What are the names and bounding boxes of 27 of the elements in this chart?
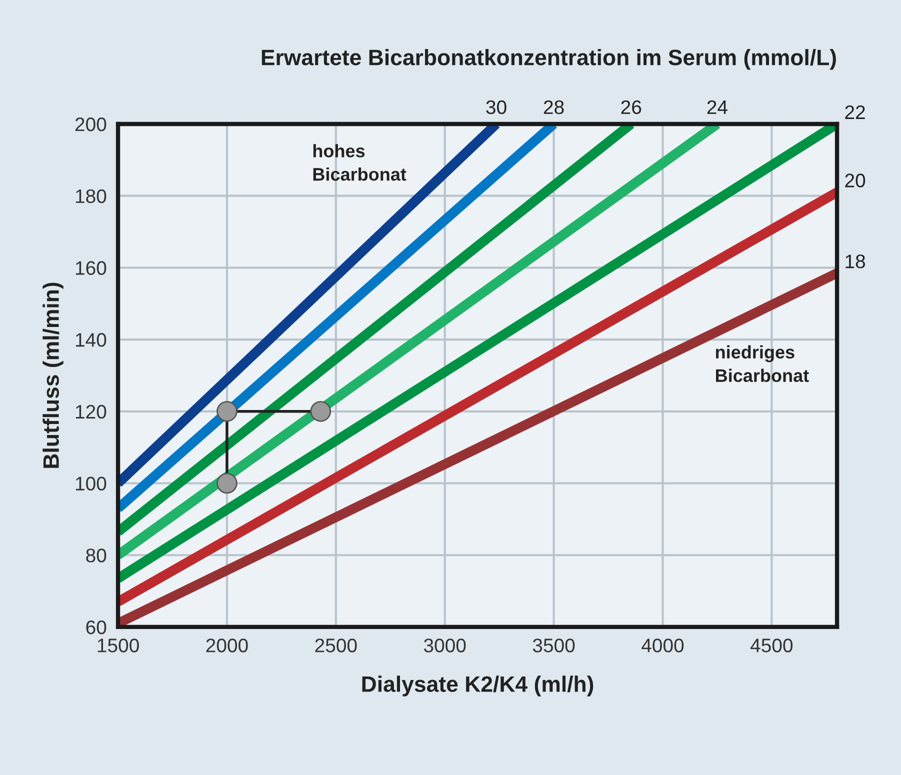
y-tick-label: 60 <box>86 620 106 634</box>
series-label: 24 <box>707 100 728 114</box>
y-tick-label: 160 <box>76 261 106 275</box>
y-tick-label: 180 <box>76 189 106 204</box>
x-tick-label: 4500 <box>750 638 793 652</box>
x-tick-label: 3000 <box>424 638 466 652</box>
y-tick-label: 200 <box>75 117 106 132</box>
y-tick-label: 100 <box>76 476 106 491</box>
x-tick-label: 2500 <box>315 638 357 652</box>
y-tick-label: 80 <box>86 548 106 562</box>
annotation: niedriges Bicarbonat <box>716 345 809 382</box>
x-axis-title: Dialysate K2/K4 (ml/h) <box>362 676 594 696</box>
series-label: 28 <box>544 100 564 114</box>
series-label: 30 <box>486 100 506 114</box>
x-tick-label: 3500 <box>532 638 575 652</box>
series-label: 20 <box>845 174 866 188</box>
series-label: 18 <box>846 254 865 268</box>
y-tick-label: 140 <box>76 333 106 347</box>
x-tick-label: 1500 <box>98 638 139 652</box>
y-tick-label: 120 <box>76 404 106 419</box>
series-label: 22 <box>845 105 865 119</box>
y-axis-title: Blutfluss (ml/min) <box>42 282 64 468</box>
annotation: hohes Bicarbonat <box>313 144 406 181</box>
x-tick-label: 4000 <box>642 638 684 652</box>
series-label: 26 <box>621 100 642 114</box>
x-tick-label: 2000 <box>206 638 248 652</box>
chart-title: Erwartete Bicarbonatkonzentration im Serum (mmol/L) <box>262 49 836 70</box>
